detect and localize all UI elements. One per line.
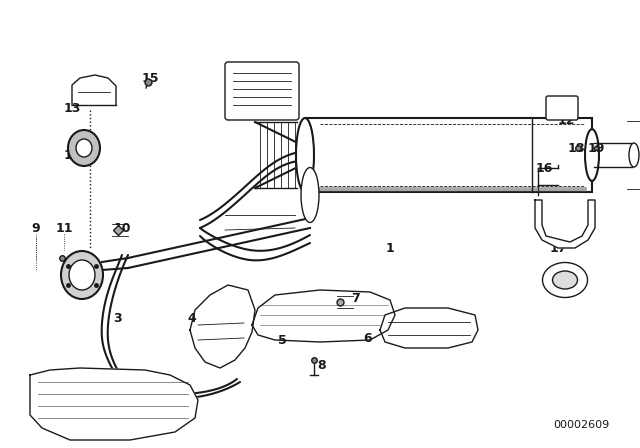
Ellipse shape [69,260,95,290]
Ellipse shape [68,130,100,166]
Ellipse shape [543,263,588,297]
Polygon shape [190,285,255,368]
FancyBboxPatch shape [225,62,299,120]
Ellipse shape [76,139,92,157]
Polygon shape [30,368,198,440]
Ellipse shape [61,251,103,299]
Text: 7: 7 [351,292,360,305]
Polygon shape [380,308,478,348]
Text: 19: 19 [588,142,605,155]
Text: 17: 17 [549,241,567,254]
Ellipse shape [585,129,599,181]
Text: 2: 2 [264,61,273,74]
Polygon shape [535,200,595,248]
Text: 1: 1 [386,241,394,254]
Text: 18: 18 [567,142,585,155]
Text: 00002609: 00002609 [554,420,610,430]
Text: 4: 4 [188,311,196,324]
Text: 8: 8 [317,358,326,371]
Text: 15: 15 [141,72,159,85]
Text: 16: 16 [535,161,553,175]
Text: 10: 10 [113,221,131,234]
Text: 6: 6 [364,332,372,345]
Text: 9: 9 [32,221,40,234]
Ellipse shape [552,271,577,289]
Bar [305,118,592,192]
Ellipse shape [301,168,319,223]
Text: 12: 12 [557,113,575,126]
Ellipse shape [629,143,639,167]
Text: 11: 11 [55,221,73,234]
FancyBboxPatch shape [546,96,578,120]
Text: 14: 14 [63,148,81,161]
Ellipse shape [296,118,314,192]
Text: 3: 3 [114,311,122,324]
Text: 5: 5 [278,333,286,346]
Text: 13: 13 [63,102,81,115]
Polygon shape [252,290,395,342]
